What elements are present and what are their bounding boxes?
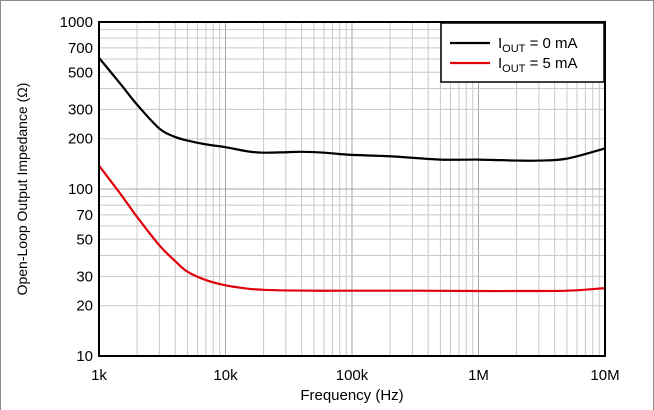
- series-layer: [97, 56, 607, 293]
- plot-border: [98, 21, 606, 357]
- x-tick-label: 1k: [91, 367, 107, 384]
- legend-label-0: IOUT = 0 mA: [498, 35, 578, 55]
- x-tick-label: 10M: [590, 367, 619, 384]
- x-tick-label: 1M: [468, 367, 489, 384]
- x-tick-label: 100k: [336, 367, 369, 384]
- y-tick-label: 20: [76, 298, 93, 315]
- y-tick-label: 30: [76, 268, 93, 285]
- x-tick-labels: 1k 10k 100k 1M 10M: [91, 367, 620, 384]
- y-axis-label: Open-Loop Output Impedance (Ω): [14, 83, 30, 296]
- legend-label-1: IOUT = 5 mA: [498, 55, 578, 75]
- y-tick-labels: 10 20 30 50 70 100 200 300 500 700 1000: [60, 14, 93, 365]
- y-tick-label: 70: [76, 207, 93, 224]
- y-tick-label: 300: [68, 101, 93, 118]
- x-axis-label: Frequency (Hz): [300, 387, 403, 404]
- y-tick-label: 10: [76, 348, 93, 365]
- series-line-0: [97, 56, 607, 162]
- y-tick-label: 50: [76, 231, 93, 248]
- y-tick-label: 700: [68, 40, 93, 57]
- y-tick-label: 1000: [60, 14, 93, 31]
- grid: [99, 22, 605, 356]
- y-tick-label: 200: [68, 131, 93, 148]
- legend-box: [440, 22, 605, 83]
- series-line-1: [97, 164, 607, 293]
- y-tick-label: 500: [68, 64, 93, 81]
- y-tick-label: 100: [68, 181, 93, 198]
- x-tick-label: 10k: [213, 367, 238, 384]
